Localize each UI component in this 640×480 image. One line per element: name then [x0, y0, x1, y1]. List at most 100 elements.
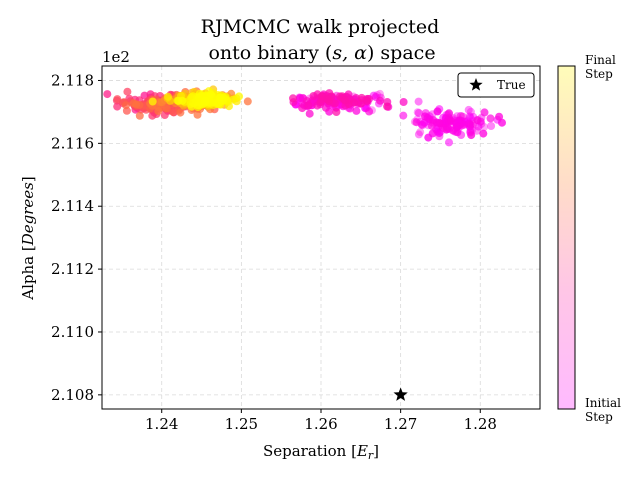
colorbar-bottom-label-2: Step [585, 410, 613, 424]
x-tick-label-4: 1.28 [464, 415, 497, 433]
walk-point [216, 93, 225, 102]
walk-point [200, 98, 209, 107]
walk-point [194, 101, 203, 110]
x-tick-label-0: 1.24 [145, 415, 178, 433]
walk-point [486, 114, 495, 123]
ylabel-math: Degrees [19, 182, 37, 246]
ylabel-prefix: Alpha [ [19, 245, 37, 300]
chart-title-line2: onto binary (s, α) space [208, 42, 435, 64]
y-tick-label-0: 2.108 [51, 386, 94, 404]
colorbar-top-label-2: Step [585, 67, 613, 81]
walk-point [487, 122, 496, 130]
y-offset-text: 1e2 [102, 48, 130, 66]
walk-point [103, 90, 112, 99]
walk-point [421, 112, 429, 121]
walk-point [365, 107, 374, 116]
colorbar-top-label-1: Final [585, 53, 616, 67]
xlabel-math: E [356, 442, 368, 460]
walk-point [383, 102, 392, 111]
xlabel-prefix: Separation [ [263, 442, 357, 460]
walk-point [350, 98, 359, 107]
true-point-star-icon [393, 387, 408, 401]
walk-point [447, 116, 456, 125]
walk-point [132, 100, 141, 109]
walk-point [340, 96, 349, 105]
walk-point [243, 97, 252, 106]
grid-lines [102, 66, 540, 409]
walk-point [176, 108, 185, 117]
walk-point [464, 105, 473, 114]
y-tick-label-4: 2.116 [51, 134, 94, 152]
ylabel-suffix: ] [19, 176, 37, 182]
xlabel-sub: r [368, 449, 374, 462]
walk-point [122, 101, 130, 110]
x-axis-label: Separation [Er] [263, 442, 379, 462]
walk-point [495, 112, 504, 121]
legend-box [457, 72, 535, 98]
walk-point [480, 108, 489, 117]
walk-point [445, 109, 453, 118]
walk-point [429, 116, 438, 125]
chart-title-line1: RJMCMC walk projected [201, 16, 440, 38]
walk-point [209, 98, 217, 107]
title-line2-suffix: ) space [367, 42, 436, 64]
walk-point [498, 118, 506, 127]
walk-point [289, 94, 297, 103]
colorbar-bottom-label-1: Initial [585, 396, 621, 410]
walk-points [103, 85, 506, 147]
walk-point [154, 107, 163, 116]
walk-point [206, 90, 215, 99]
walk-point [458, 112, 467, 121]
walk-point [445, 138, 453, 147]
walk-point [376, 96, 385, 105]
walk-point [357, 93, 366, 102]
walk-point [416, 128, 425, 137]
walk-point [443, 123, 452, 132]
walk-point [298, 104, 307, 113]
walk-point [435, 132, 444, 141]
walk-point [479, 129, 488, 138]
true-marker-layer [393, 387, 408, 401]
walk-point [399, 98, 408, 106]
walk-point [352, 106, 361, 115]
x-tick-label-1: 1.25 [225, 415, 258, 433]
xlabel-suffix: ] [373, 442, 379, 460]
y-tick-label-3: 2.114 [51, 197, 94, 215]
x-axis-ticks: 1.24 1.25 1.26 1.27 1.28 [145, 409, 497, 433]
legend-star-icon [469, 78, 483, 91]
walk-point [304, 101, 313, 110]
legend: True [457, 72, 535, 98]
colorbar [557, 65, 576, 410]
walk-point [469, 120, 477, 129]
title-line2-prefix: onto binary ( [208, 42, 332, 64]
walk-point [466, 107, 475, 116]
walk-point [148, 97, 157, 106]
walk-point [305, 109, 314, 118]
walk-point [472, 126, 481, 135]
walk-point [414, 130, 423, 139]
walk-point [164, 92, 173, 101]
walk-point [412, 118, 421, 127]
walk-point [399, 111, 408, 120]
x-tick-label-2: 1.26 [304, 415, 337, 433]
walk-point [113, 95, 122, 104]
title-line2-math: s, α [332, 42, 367, 64]
walk-point [123, 87, 132, 96]
y-axis-ticks: 2.108 2.110 2.112 2.114 2.116 2.118 [51, 71, 102, 404]
walk-point [435, 118, 444, 127]
walk-point [169, 108, 178, 117]
walk-point [414, 97, 423, 106]
y-axis-label: Alpha [Degrees] [19, 176, 37, 300]
walk-point [439, 124, 447, 132]
walk-point [235, 92, 244, 101]
walk-point [451, 127, 460, 136]
walk-point [332, 108, 341, 116]
walk-point [160, 111, 169, 119]
walk-point [414, 109, 423, 117]
walk-point [467, 131, 476, 140]
walk-point [375, 89, 384, 98]
walk-point [428, 129, 437, 138]
y-tick-label-5: 2.118 [51, 71, 94, 89]
walk-point [433, 107, 442, 116]
